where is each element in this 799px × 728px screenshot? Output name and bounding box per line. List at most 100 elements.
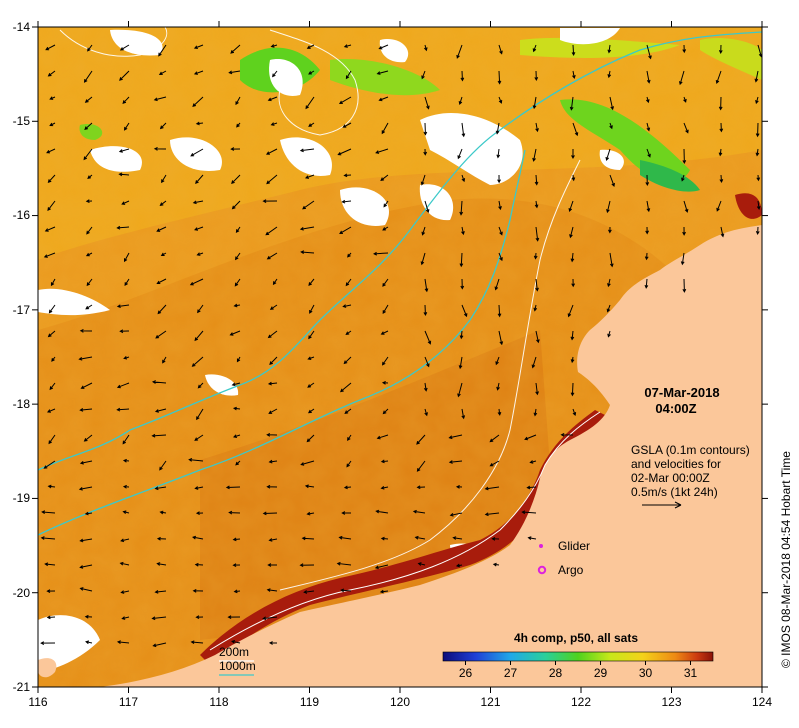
velocity-arrow <box>306 511 315 516</box>
velocity-arrow <box>421 226 426 236</box>
velocity-arrow <box>380 174 389 181</box>
velocity-arrow <box>345 330 352 335</box>
velocity-arrow <box>197 382 204 389</box>
velocity-arrow <box>154 589 167 594</box>
velocity-arrow <box>449 512 463 517</box>
velocity-arrow <box>78 356 93 361</box>
velocity-arrow <box>379 589 389 594</box>
velocity-arrow <box>84 614 93 619</box>
velocity-arrow <box>270 44 278 48</box>
velocity-arrow <box>607 44 612 54</box>
velocity-arrow <box>497 304 502 318</box>
velocity-arrow <box>420 252 426 266</box>
velocity-arrow <box>44 562 56 567</box>
velocity-arrow <box>382 408 389 415</box>
velocity-arrow <box>448 460 463 464</box>
velocity-arrow <box>267 563 278 567</box>
velocity-arrow <box>383 200 389 208</box>
velocity-arrow <box>343 356 352 365</box>
velocity-arrow <box>560 432 574 437</box>
velocity-arrow <box>571 278 576 288</box>
velocity-arrow <box>341 199 352 204</box>
velocity-arrow <box>571 44 576 56</box>
velocity-arrow <box>85 640 93 645</box>
velocity-arrow <box>374 564 389 570</box>
velocity-arrow <box>532 148 537 162</box>
velocity-arrow <box>300 460 315 466</box>
velocity-arrow <box>719 122 724 133</box>
velocity-arrow <box>646 122 651 132</box>
velocity-arrow <box>682 148 687 164</box>
velocity-arrow <box>123 122 130 131</box>
velocity-arrow <box>43 460 56 469</box>
velocity-arrow <box>532 96 537 110</box>
velocity-arrow <box>228 70 241 75</box>
velocity-arrow <box>124 278 130 287</box>
velocity-arrow <box>455 485 463 489</box>
velocity-arrow <box>262 199 278 203</box>
velocity-arrow <box>457 382 463 398</box>
velocity-arrow <box>162 356 167 364</box>
velocity-arrow <box>119 70 130 81</box>
x-tick-label: 122 <box>571 695 591 709</box>
velocity-arrow <box>373 251 389 256</box>
velocity-arrow <box>45 44 56 51</box>
velocity-arrow <box>609 122 613 130</box>
velocity-arrow <box>380 536 389 541</box>
x-tick-label: 116 <box>28 695 47 709</box>
velocity-arrow <box>570 330 575 341</box>
velocity-arrow <box>268 538 278 542</box>
velocity-arrow <box>416 460 426 472</box>
velocity-arrow <box>716 200 722 212</box>
velocity-arrow <box>496 382 500 391</box>
velocity-arrow <box>681 174 685 182</box>
velocity-arrow <box>122 96 130 104</box>
velocity-arrow <box>232 537 241 542</box>
velocity-arrow <box>269 356 278 365</box>
velocity-arrow <box>195 615 204 619</box>
velocity-arrow <box>83 148 93 161</box>
velocity-arrow <box>534 200 539 209</box>
velocity-arrow <box>231 639 241 644</box>
velocity-arrow <box>189 278 204 286</box>
depth-1000-label: 1000m <box>219 659 256 673</box>
x-tick-label: 119 <box>300 695 319 709</box>
velocity-arrow <box>568 200 574 212</box>
velocity-arrow <box>456 44 463 59</box>
velocity-arrow <box>188 457 204 462</box>
velocity-arrow <box>272 70 278 78</box>
velocity-arrow <box>756 174 761 182</box>
velocity-arrow <box>498 96 503 104</box>
velocity-arrow <box>424 96 430 110</box>
velocity-arrow <box>718 148 723 157</box>
velocity-arrow <box>46 148 56 154</box>
velocity-arrow <box>459 330 464 340</box>
velocity-arrow <box>531 356 537 369</box>
velocity-arrow <box>645 174 650 187</box>
velocity-arrow <box>683 96 687 103</box>
velocity-arrow <box>308 278 315 287</box>
velocity-arrow <box>306 44 315 49</box>
velocity-arrow <box>461 304 468 318</box>
velocity-arrow <box>119 329 130 334</box>
velocity-arrow <box>79 408 93 412</box>
velocity-arrow <box>461 408 466 420</box>
velocity-arrow <box>123 355 130 360</box>
velocity-arrow <box>151 380 167 384</box>
velocity-arrow <box>79 538 93 543</box>
velocity-arrow <box>375 509 389 514</box>
velocity-arrow <box>457 148 463 160</box>
axis-ticks <box>32 21 768 693</box>
velocity-arrow <box>233 303 241 308</box>
x-tick-label: 118 <box>209 695 228 709</box>
velocity-arrow <box>192 535 204 540</box>
velocity-arrow <box>236 122 241 128</box>
gsla-line-3: 02-Mar 00:00Z <box>631 471 710 485</box>
velocity-arrow <box>266 484 278 489</box>
velocity-arrow <box>382 278 389 287</box>
velocity-arrow <box>381 380 389 385</box>
velocity-arrow <box>424 278 429 293</box>
velocity-arrow <box>683 122 689 134</box>
y-tick-label: -14 <box>13 20 31 34</box>
velocity-arrow <box>458 96 463 106</box>
